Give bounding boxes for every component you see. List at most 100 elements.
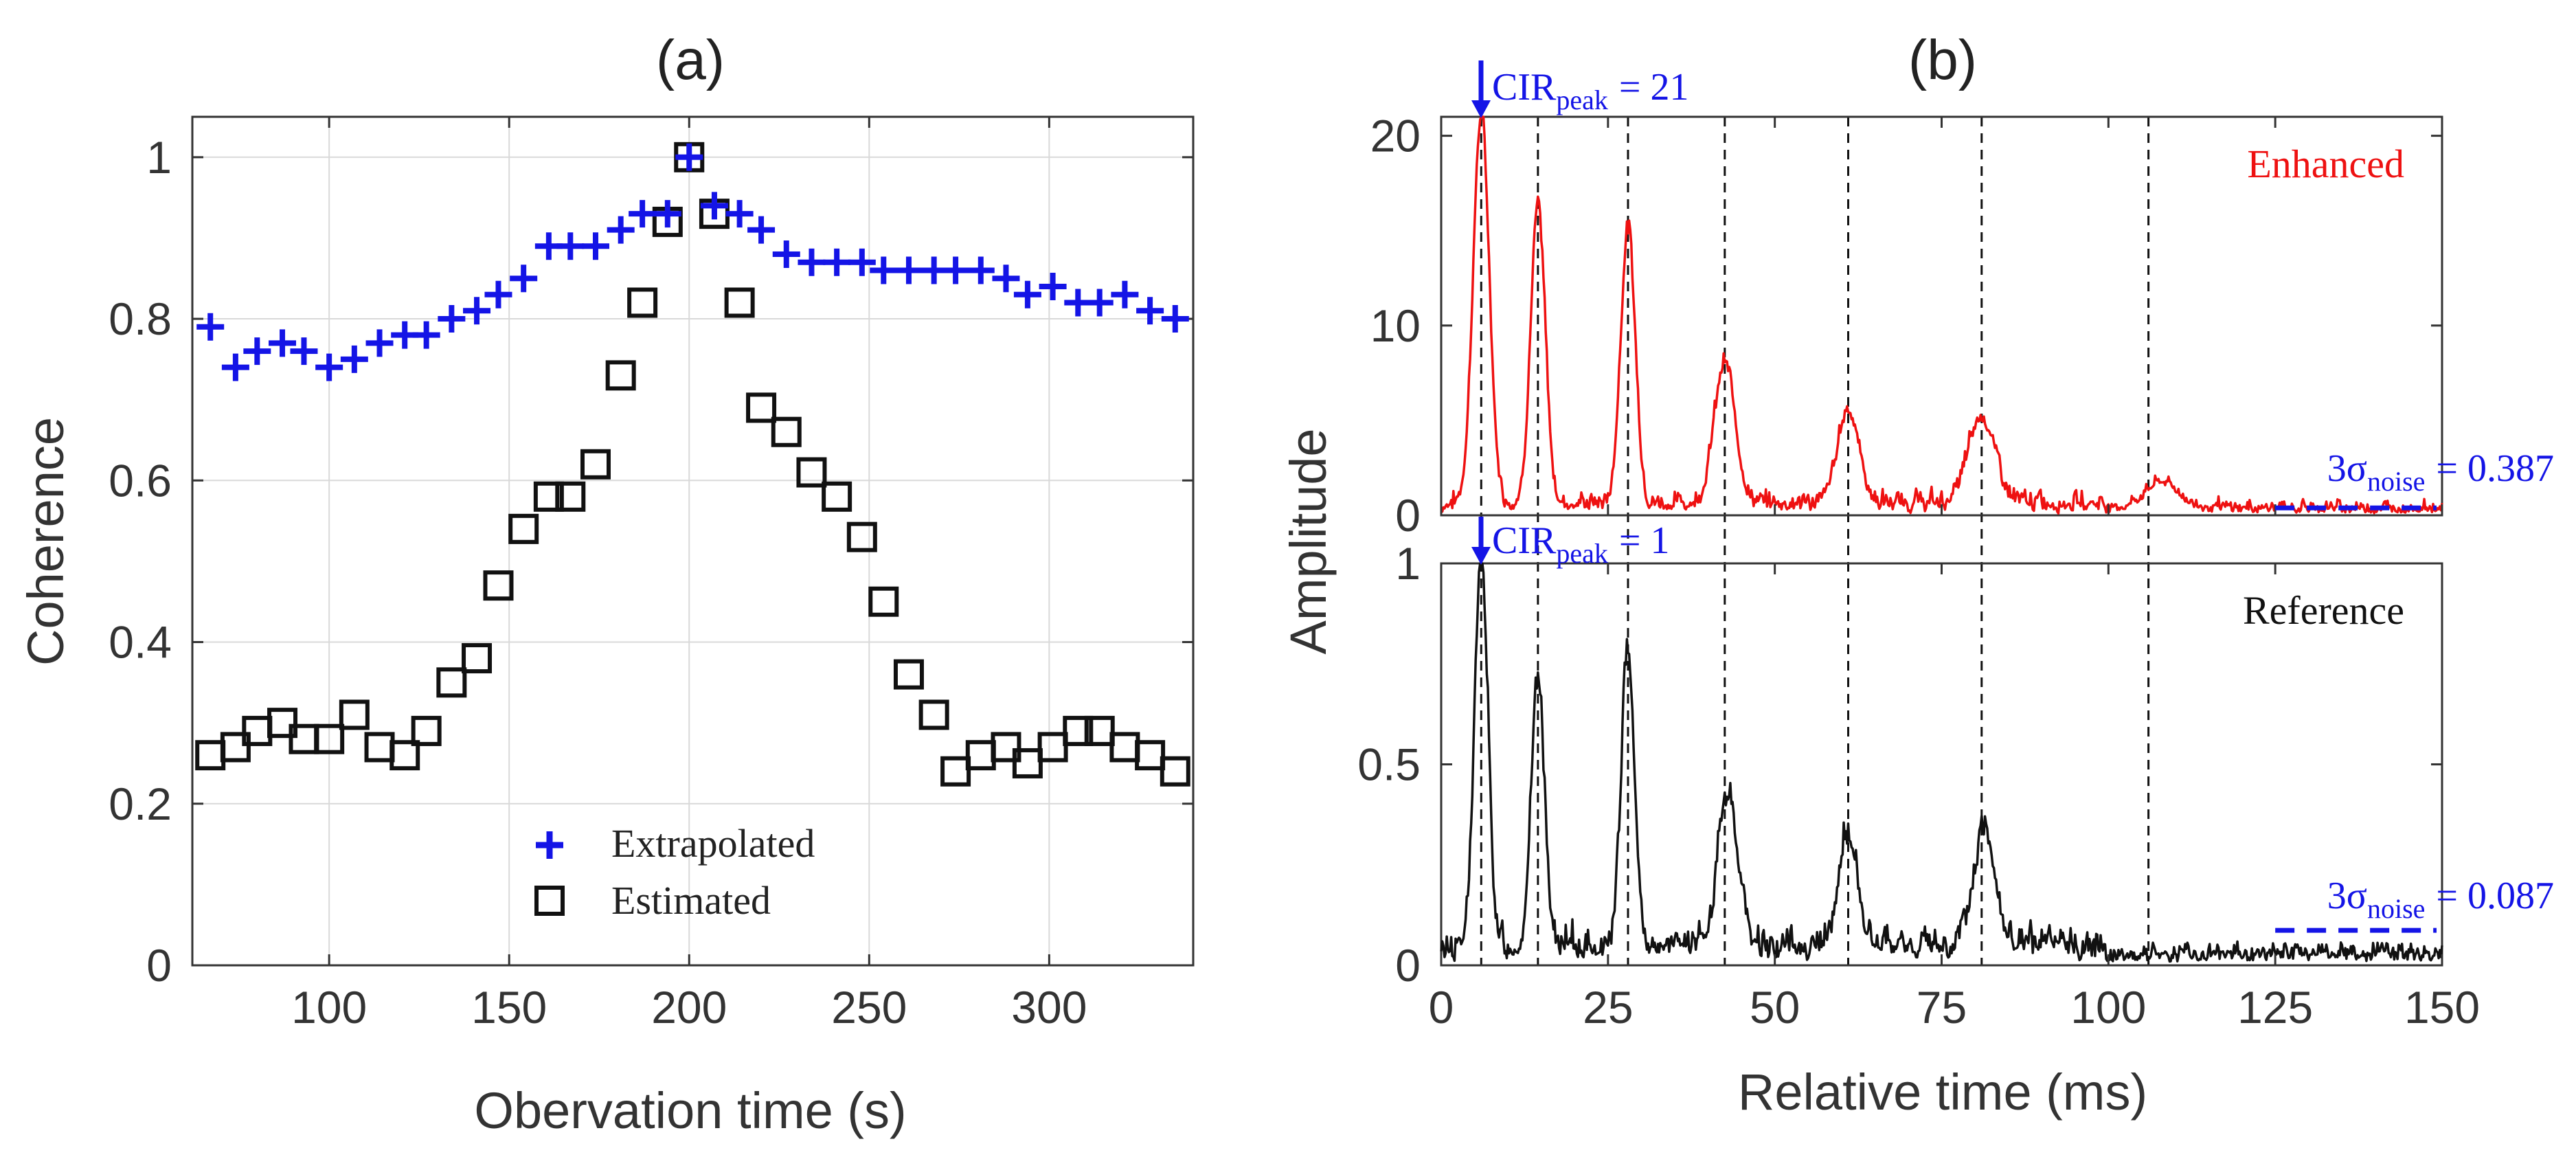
reference-peak-annotation: CIRpeak = 1 [1471,517,1669,569]
reference-noise-base: 3σ [2327,875,2367,917]
panel-b-xlabel: Relative time (ms) [1738,1064,2147,1121]
panel-a: (a) 100 150 200 250 300 0 0.2 0.4 0.6 0.8 1 Cohere… [17,29,1195,1139]
estimated-point [436,667,467,698]
y-tick-label: 0.2 [109,778,172,829]
panel-a-markers [195,142,1190,787]
x-tick-label: 150 [2404,982,2480,1033]
estimated-point [918,699,949,730]
extrapolated-point [848,248,876,276]
reference-noise-value: = 0.087 [2436,875,2554,917]
estimated-point [1012,748,1043,778]
estimated-point [846,521,877,552]
reference-noise-text: 3σnoise = 0.087 [2327,875,2554,924]
extrapolated-point [607,216,635,244]
extrapolated-point [772,240,800,268]
y-tick-label: 0.4 [109,617,172,668]
estimated-point [533,481,564,512]
y-tick-label: 0 [146,940,172,991]
extrapolated-point [196,313,225,341]
panel-a-label: (a) [656,29,725,91]
extrapolated-point [290,337,318,366]
y-tick-label: 0.6 [109,455,172,506]
x-tick-label: 75 [1917,982,1967,1033]
x-tick-label: 250 [831,982,907,1033]
enhanced-noise-value: = 0.387 [2436,447,2554,490]
x-tick-label: 125 [2237,982,2313,1033]
y-tick-label: 0 [1395,940,1421,991]
extrapolated-point [1039,273,1067,300]
extrapolated-point [629,200,657,228]
estimated-point [1084,715,1115,746]
legend-estimated-marker [534,886,565,916]
estimated-point [555,481,586,512]
y-tick-label: 1 [1395,538,1421,589]
extrapolated-point [1111,280,1139,308]
enhanced-noise-text: 3σnoise = 0.387 [2327,447,2554,497]
x-tick-label: 50 [1750,982,1800,1033]
reference-label: Reference [2243,588,2404,633]
reference-noise-subscript: noise [2367,893,2425,924]
extrapolated-point [1013,280,1041,308]
extrapolated-point [967,256,995,284]
extrapolated-point [269,329,297,357]
x-tick-label: 100 [291,982,367,1033]
estimated-point [508,513,539,544]
panel-b-label: (b) [1908,29,1977,91]
enhanced-noise-base: 3σ [2327,447,2367,490]
extrapolated-point [510,265,538,293]
y-tick-label: 10 [1370,300,1421,351]
extrapolated-point [243,337,271,366]
reference-peak-arrow-head [1471,547,1491,565]
panel-a-ylabel: Coherence [17,417,74,666]
panel-a-axes-box [191,115,1195,967]
extrapolated-point [556,232,585,260]
enhanced-label: Enhanced [2247,142,2404,186]
x-tick-label: 25 [1583,982,1633,1033]
x-tick-label: 200 [651,982,727,1033]
extrapolated-point [340,345,368,373]
panel-a-xlabel: Obervation time (s) [474,1082,906,1139]
extrapolated-point [870,256,898,284]
extrapolated-point [747,216,776,244]
x-tick-label: 150 [471,982,547,1033]
x-tick-label: 300 [1011,982,1087,1033]
estimated-point [339,699,370,730]
extrapolated-point [700,192,728,220]
estimated-point [991,732,1021,763]
reference-trace [1440,562,2443,963]
extrapolated-point [438,305,466,333]
panel-b-dashed-lines [1480,117,2150,965]
estimated-point [940,756,971,787]
reference-peak-value: = 1 [1619,519,1670,562]
enhanced-peak-base: CIR [1492,66,1557,109]
extrapolated-point [412,321,440,349]
enhanced-peak-arrow-head [1471,100,1491,118]
estimated-point [314,723,345,754]
enhanced-peak-subscript: peak [1556,85,1608,115]
enhanced-noise-subscript: noise [2367,466,2425,497]
extrapolated-point [581,232,609,260]
y-tick-label: 0.8 [109,293,172,344]
estimated-point [822,481,852,512]
estimated-point [1135,740,1166,771]
extrapolated-point [992,265,1020,293]
estimated-point [605,360,636,391]
reference-peak-subscript: peak [1556,538,1608,569]
extrapolated-point [463,297,491,325]
enhanced-ticks: 0 10 20 [1370,111,2442,541]
reference-noise-annotation: 3σnoise = 0.087 [2275,875,2554,933]
extrapolated-point [1161,305,1189,333]
extrapolated-point [1085,289,1114,317]
estimated-point [462,643,493,674]
enhanced-peak-annotation: CIRpeak = 21 [1471,60,1688,118]
y-tick-label: 1 [146,132,172,183]
extrapolated-point [942,256,970,284]
x-tick-label: 100 [2070,982,2146,1033]
estimated-point [411,715,442,746]
extrapolated-point [315,353,343,381]
extrapolated-point [653,200,681,228]
estimated-point [771,416,802,447]
estimated-point [746,392,777,423]
